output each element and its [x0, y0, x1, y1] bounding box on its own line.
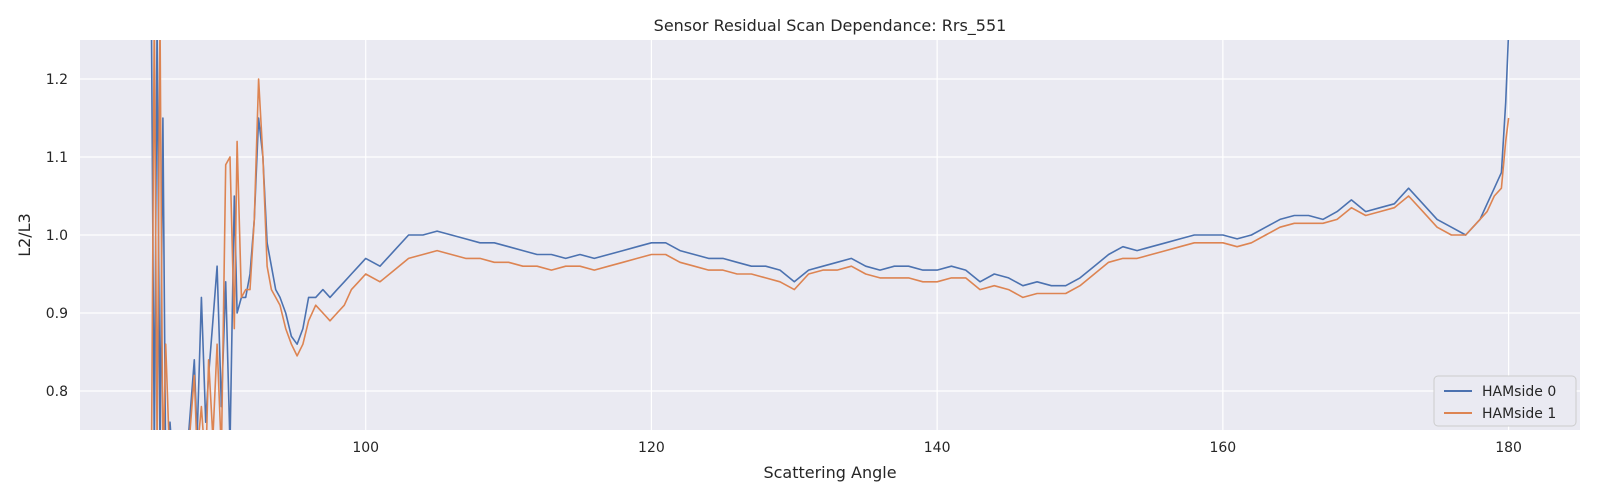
- legend-label: HAMside 0: [1482, 384, 1556, 400]
- chart-title: Sensor Residual Scan Dependance: Rrs_551: [654, 16, 1007, 36]
- x-tick-label: 120: [638, 440, 665, 456]
- y-tick-label: 1.2: [46, 72, 68, 88]
- grid: [80, 40, 1580, 430]
- y-tick-label: 1.0: [46, 228, 68, 244]
- series-layer: [150, 40, 1510, 430]
- y-tick-label: 0.8: [46, 384, 68, 400]
- x-tick-label: 100: [352, 440, 379, 456]
- y-tick-label: 0.9: [46, 306, 68, 322]
- y-axis-label: L2/L3: [15, 213, 34, 257]
- legend-label: HAMside 1: [1482, 406, 1556, 422]
- series-line-0: [150, 40, 1510, 430]
- x-tick-label: 180: [1495, 440, 1522, 456]
- series-line-1: [150, 40, 1510, 430]
- x-tick-label: 160: [1209, 440, 1236, 456]
- x-axis-label: Scattering Angle: [763, 463, 896, 482]
- y-tick-labels: 0.8 0.9 1.0 1.1 1.2: [46, 72, 68, 400]
- legend: HAMside 0 HAMside 1: [1433, 375, 1577, 427]
- y-tick-label: 1.1: [46, 150, 68, 166]
- x-tick-label: 140: [924, 440, 951, 456]
- x-tick-labels: 100 120 140 160 180: [352, 440, 1522, 456]
